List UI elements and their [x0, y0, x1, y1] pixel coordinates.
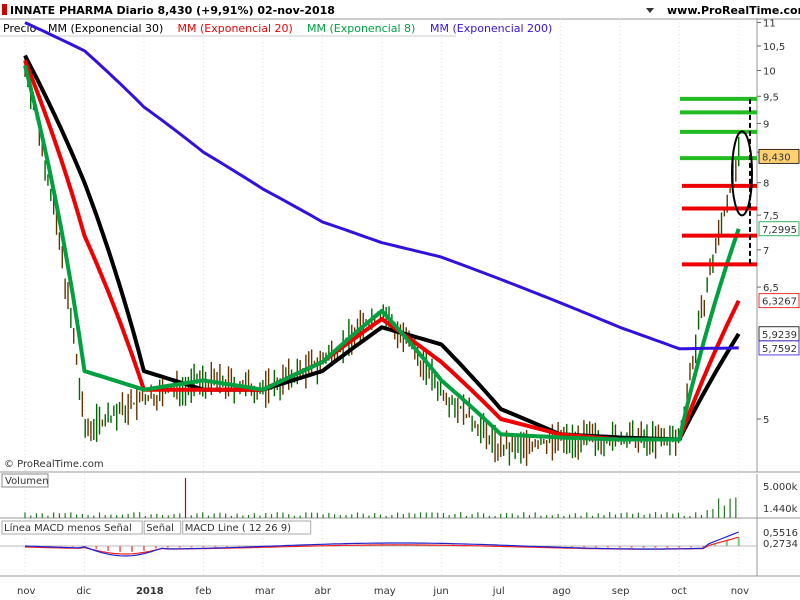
price-tick-7: 7,5	[763, 211, 779, 222]
volume-tick-1: 1.440k	[763, 504, 798, 515]
last-label-1: 7,2995	[762, 225, 797, 236]
last-label-3: 5,9239	[762, 330, 797, 341]
legend-item-2: MM (Exponencial 20)	[178, 22, 293, 35]
site-link: www.ProRealTime.com	[667, 4, 800, 17]
last-label-0: 8,430	[762, 152, 791, 163]
macd-legend-box-0	[1, 520, 143, 535]
price-tick-10: 5	[763, 415, 769, 426]
volume-bars	[24, 478, 737, 518]
x-tick-5: abr	[314, 586, 331, 597]
legend-item-4: MM (Exponencial 200)	[430, 22, 552, 35]
dropdown-icon	[646, 8, 654, 13]
watermark: © ProRealTime.com	[4, 459, 104, 470]
last-label-4: 5,7592	[762, 344, 797, 355]
x-tick-11: oct	[671, 586, 687, 597]
price-tick-8: 7	[763, 246, 769, 257]
x-tick-9: ago	[552, 586, 571, 597]
volume-title: Volumen	[5, 476, 49, 487]
series-line-4	[24, 21, 739, 351]
x-tick-4: mar	[255, 586, 276, 597]
last-label-box-4	[758, 340, 800, 356]
macd-legend-1: Señal	[146, 523, 174, 534]
x-tick-3: feb	[195, 586, 211, 597]
series-line-3	[23, 65, 741, 442]
price-tick-9: 6,5	[763, 283, 779, 294]
price-tick-1: 10,5	[763, 42, 785, 53]
x-tick-0: nov	[17, 586, 35, 597]
price-bars	[24, 55, 740, 466]
price-tick-3: 9,5	[763, 92, 779, 103]
volume-tick-0: 5.000k	[763, 482, 798, 493]
legend-item-3: MM (Exponencial 8)	[307, 22, 415, 35]
x-tick-10: sep	[612, 586, 630, 597]
last-label-box-1	[758, 221, 800, 237]
macd-legend-2: MACD Line ( 12 26 9)	[185, 523, 291, 534]
last-label-box-0	[758, 148, 800, 164]
macd-legend-0: Línea MACD menos Señal	[4, 522, 132, 534]
price-tick-6: 8	[763, 179, 769, 190]
x-tick-2: 2018	[136, 586, 164, 597]
header-title: INNATE PHARMA Diario 8,430 (+9,91%) 02-n…	[10, 4, 335, 17]
price-tick-2: 10	[763, 66, 776, 77]
volume-title-box	[1, 473, 49, 488]
x-tick-12: nov	[731, 586, 749, 597]
x-tick-1: dic	[76, 586, 91, 597]
header-bar	[0, 0, 800, 19]
series-line-1	[23, 54, 741, 442]
price-tick-4: 9	[763, 119, 769, 130]
x-tick-7: jun	[432, 586, 448, 597]
macd-tick-1: 0,2734	[763, 539, 798, 550]
highlight-ellipse	[731, 130, 753, 217]
header-flag-icon	[2, 4, 7, 15]
price-tick-0: 11	[763, 19, 776, 30]
legend-item-1: MM (Exponencial 30)	[48, 22, 163, 35]
x-tick-8: jul	[492, 586, 505, 597]
macd-line	[24, 531, 739, 557]
x-tick-6: may	[374, 586, 396, 597]
macd-tick-0: 0,5516	[763, 528, 798, 539]
macd-legend-box-1	[143, 520, 182, 535]
macd-legend-box-2	[182, 520, 312, 535]
last-label-box-2	[758, 293, 800, 309]
last-label-2: 6,3267	[762, 297, 797, 308]
